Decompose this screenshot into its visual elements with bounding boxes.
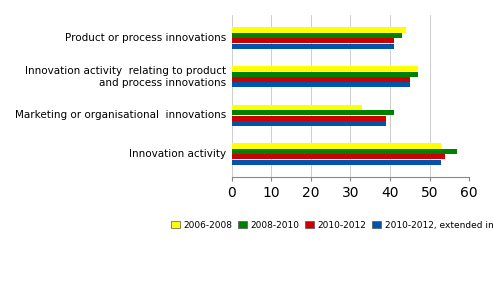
Bar <box>232 143 442 149</box>
Bar <box>232 116 386 121</box>
Bar <box>232 121 386 126</box>
Bar <box>232 77 410 82</box>
Legend: 2006-2008, 2008-2010, 2010-2012, 2010-2012, extended industries: 2006-2008, 2008-2010, 2010-2012, 2010-20… <box>168 217 493 234</box>
Bar <box>232 82 410 88</box>
Bar <box>232 105 362 110</box>
Bar <box>232 38 394 43</box>
Bar <box>232 160 442 165</box>
Bar <box>232 66 418 71</box>
Bar <box>232 33 402 38</box>
Bar <box>232 149 458 154</box>
Bar <box>232 110 394 115</box>
Bar <box>232 27 406 33</box>
Bar <box>232 44 394 49</box>
Bar <box>232 154 446 159</box>
Bar <box>232 71 418 77</box>
